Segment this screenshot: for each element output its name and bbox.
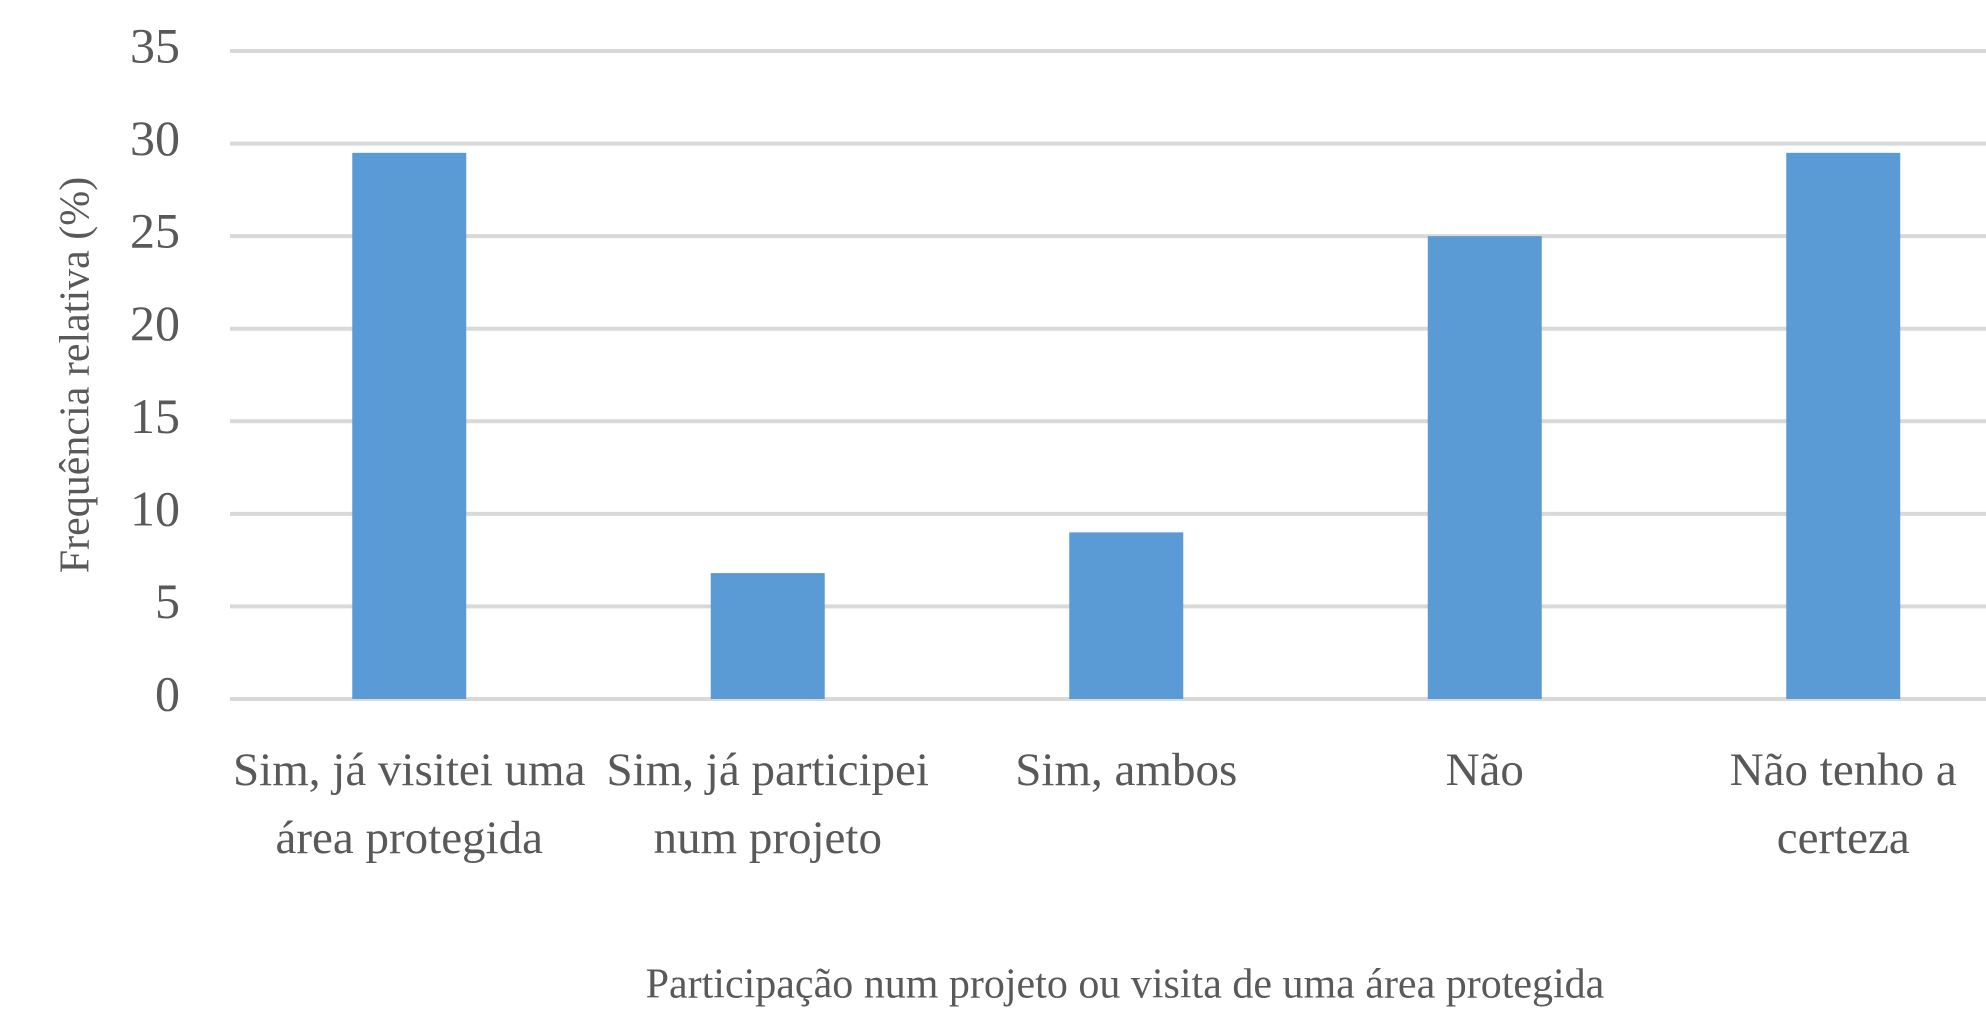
y-tick-label: 5 (155, 573, 180, 629)
y-tick-label: 20 (130, 295, 180, 351)
bar (710, 573, 825, 699)
y-tick-label: 25 (130, 203, 180, 259)
bar (1069, 532, 1184, 699)
x-tick-label: Não tenho a certeza (1729, 744, 1957, 864)
x-tick-label: Sim, ambos (1015, 744, 1238, 796)
y-tick-label: 10 (130, 480, 180, 536)
y-tick-label: 30 (130, 110, 180, 166)
y-tick-label: 0 (155, 665, 180, 721)
y-tick-label: 15 (130, 388, 180, 444)
bar (1786, 152, 1901, 700)
x-tick-label: Sim, já participei num projeto (606, 744, 929, 864)
bar (1427, 236, 1542, 699)
bar (352, 152, 467, 700)
x-axis-label: Participação num projeto ou visita de um… (646, 962, 1605, 1008)
y-tick-label: 35 (130, 17, 180, 73)
x-tick-label: Não (1445, 744, 1524, 796)
y-axis-label: Frequência relativa (%) (53, 177, 99, 573)
x-tick-label: Sim, já visitei uma área protegida (233, 744, 586, 864)
